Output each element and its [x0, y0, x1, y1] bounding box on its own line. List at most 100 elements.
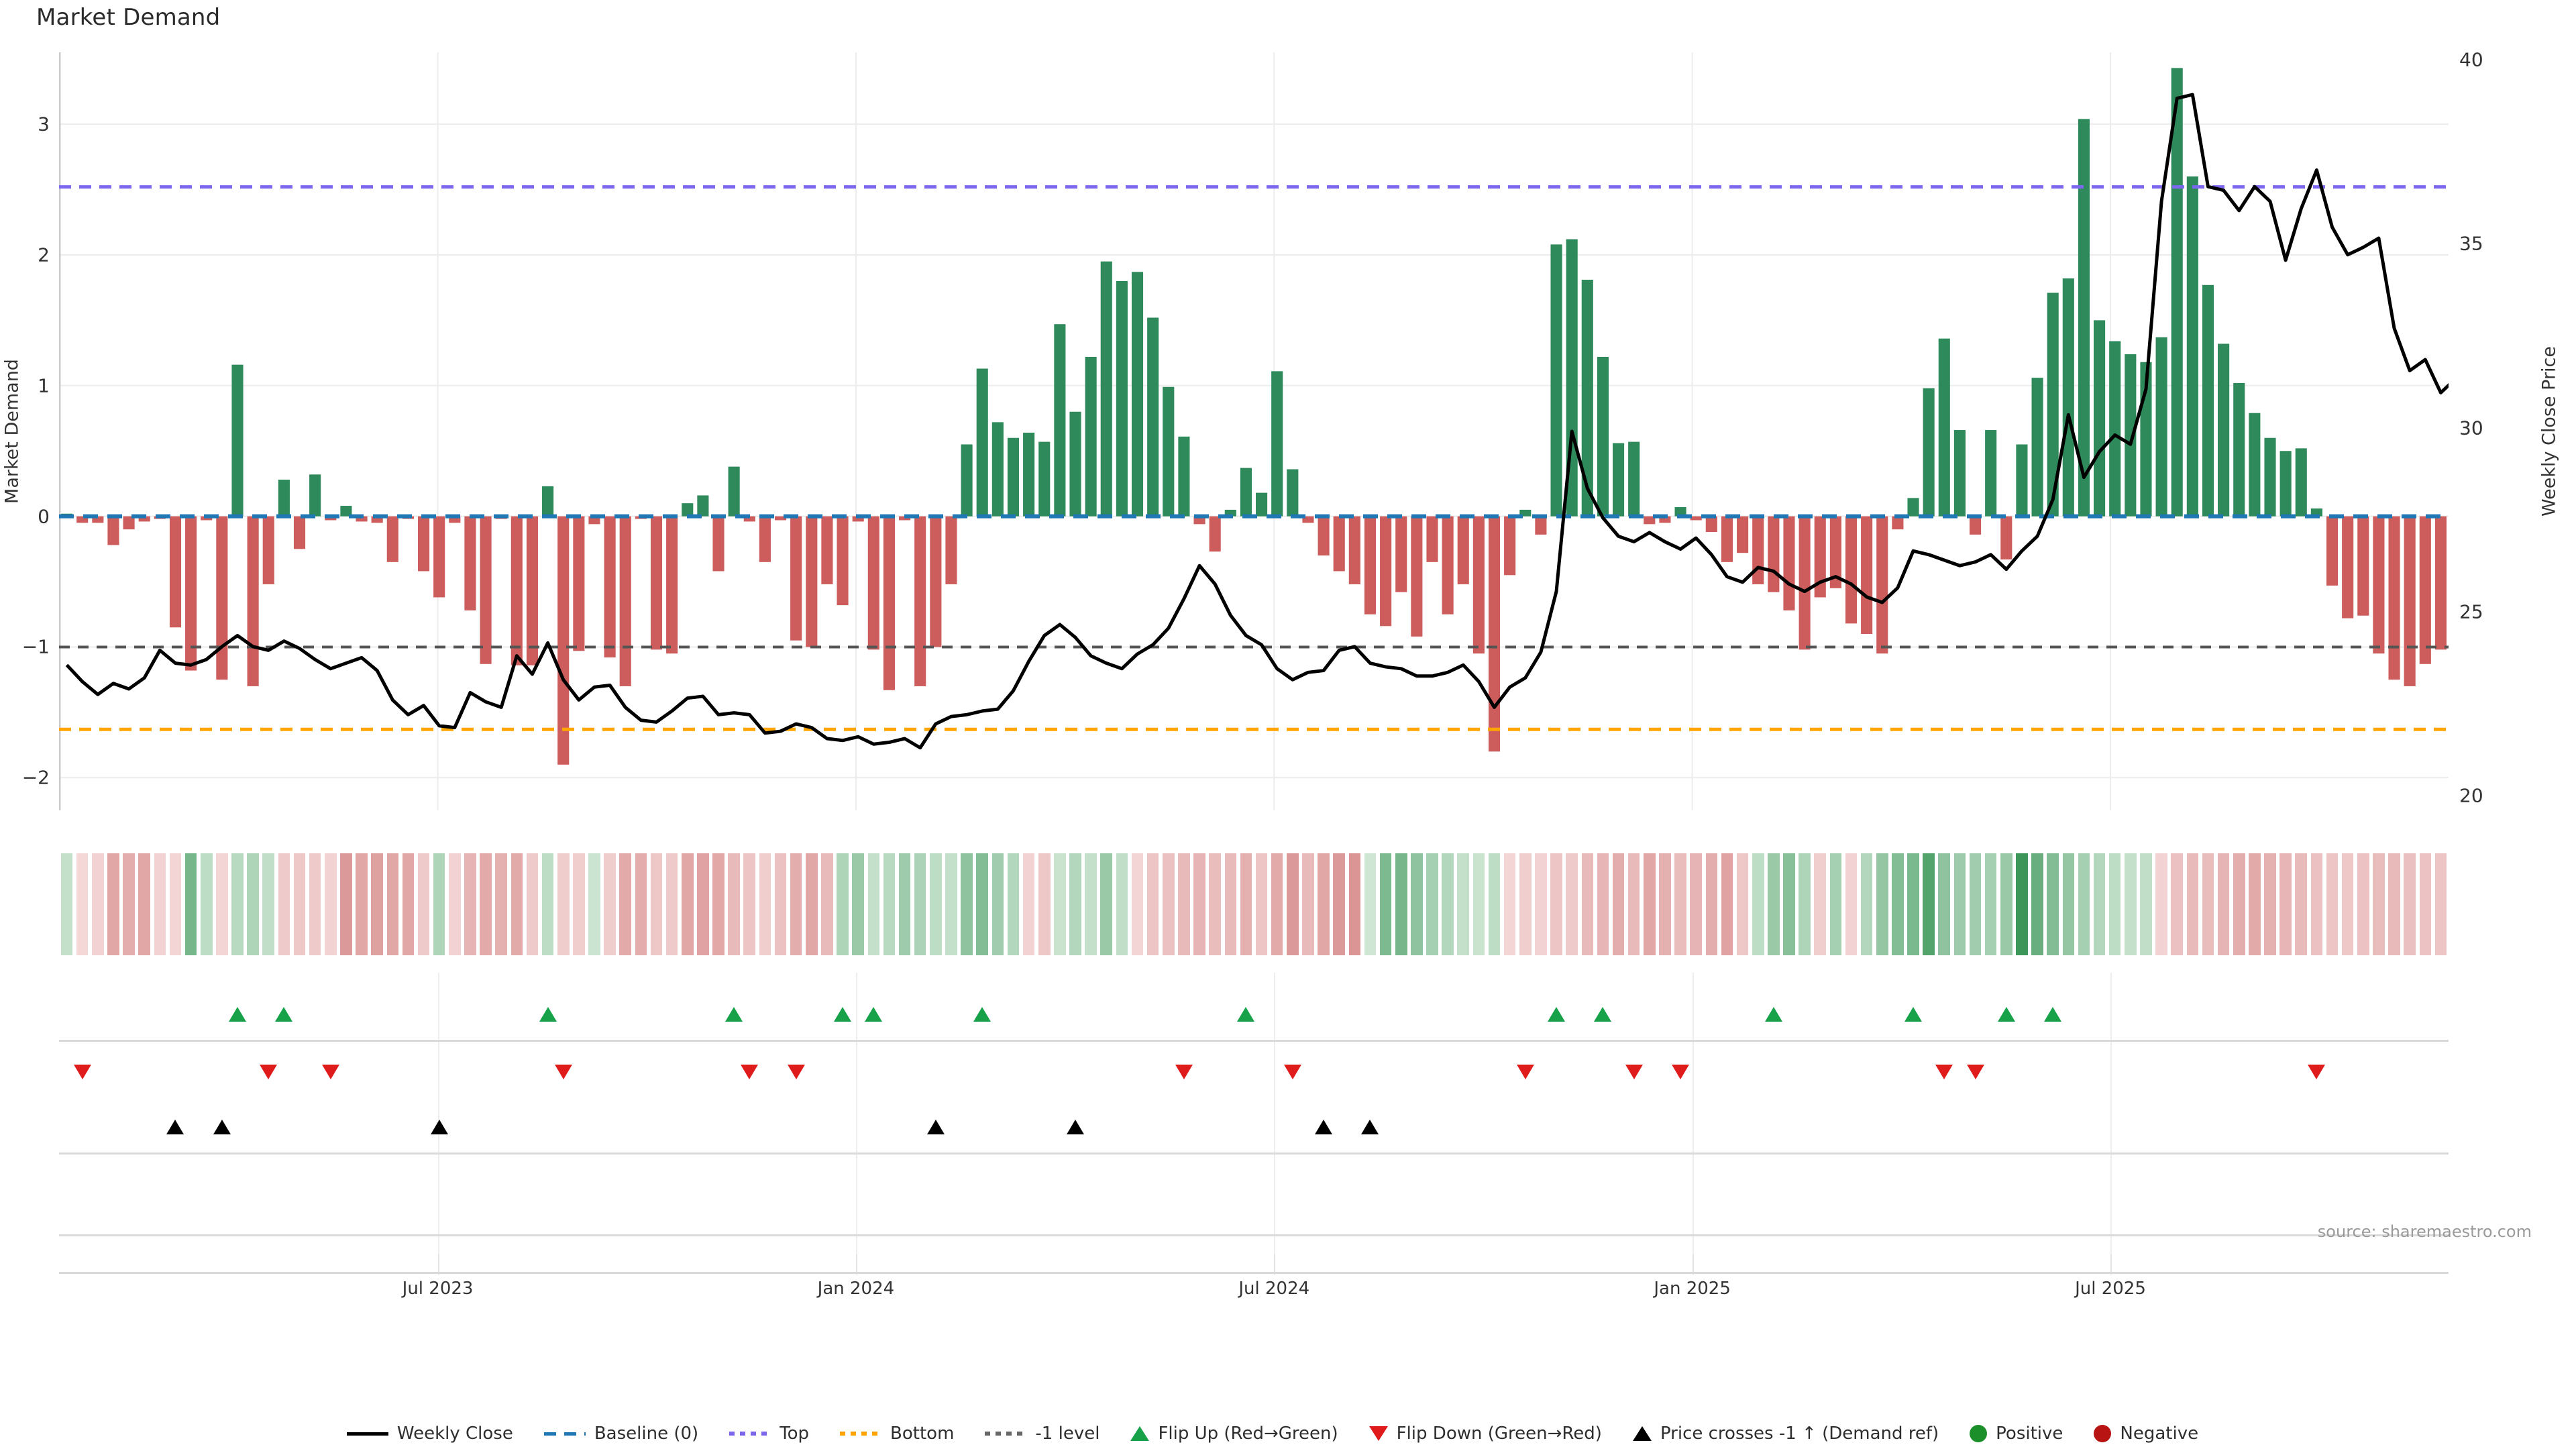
demand-bar — [1985, 430, 1997, 517]
demand-bar — [650, 516, 663, 650]
heatmap-cell — [1612, 853, 1625, 955]
heatmap-cell — [1240, 853, 1252, 955]
demand-bar — [1256, 492, 1268, 517]
legend-item-weekly-close[interactable]: Weekly Close — [346, 1424, 513, 1444]
legend-item-flip-up[interactable]: Flip Up (Red→Green) — [1130, 1424, 1338, 1444]
heatmap-cell — [92, 853, 104, 955]
demand-bar — [2155, 337, 2167, 517]
legend-item-flip-down[interactable]: Flip Down (Green→Red) — [1368, 1424, 1602, 1444]
demand-bar — [1644, 516, 1656, 525]
page-title: Market Demand — [36, 4, 221, 31]
demand-bar — [1193, 516, 1205, 525]
demand-bar — [2031, 378, 2043, 517]
demand-bar — [1348, 516, 1360, 584]
heatmap-cell — [2249, 853, 2261, 955]
price-cross-marker — [1067, 1120, 1084, 1134]
demand-bar — [790, 516, 802, 641]
demand-bar — [1209, 516, 1221, 552]
heatmap-cell — [2217, 853, 2230, 955]
heatmap-cell — [588, 853, 600, 955]
heatmap-cell — [2233, 853, 2245, 955]
heatmap-cell — [681, 853, 694, 955]
panel-vertical-separator — [437, 973, 439, 1120]
legend-item-minus-one[interactable]: -1 level — [985, 1424, 1099, 1444]
legend-item-baseline[interactable]: Baseline (0) — [543, 1424, 698, 1444]
demand-bar — [1612, 443, 1625, 517]
price-cross-markers-panel — [59, 1087, 2449, 1254]
demand-bar — [1923, 388, 1935, 517]
dotted-line-icon — [840, 1432, 882, 1436]
flip-up-marker — [1237, 1007, 1255, 1022]
demand-bar — [1504, 516, 1516, 576]
flip-up-marker — [2044, 1007, 2062, 1022]
heatmap-cell — [2171, 853, 2184, 955]
cross-row-divider-lower — [59, 1234, 2449, 1236]
demand-bar — [1131, 272, 1144, 517]
heatmap-cell — [449, 853, 461, 955]
heatmap-cell — [1255, 853, 1268, 955]
heatmap-cell — [1379, 853, 1392, 955]
heatmap-cell — [1442, 853, 1454, 955]
demand-bar — [107, 516, 119, 545]
heatmap-cell — [216, 853, 228, 955]
heatmap-cell — [2310, 853, 2323, 955]
heatmap-cell — [1085, 853, 1097, 955]
demand-bar — [309, 474, 321, 517]
flip-row-divider — [59, 1040, 2449, 1042]
heatmap-cell — [2125, 853, 2137, 955]
heatmap-cell — [2388, 853, 2400, 955]
heatmap-cell — [1705, 853, 1718, 955]
flip-down-marker — [1935, 1065, 1953, 1079]
y-tick-left: 0 — [38, 505, 50, 528]
demand-bar — [883, 516, 896, 690]
x-tick-label: Jul 2025 — [2075, 1279, 2146, 1299]
demand-bar — [2264, 437, 2276, 517]
circle-icon — [1970, 1425, 1988, 1442]
flip-down-marker — [1966, 1065, 1984, 1079]
demand-bar — [914, 516, 926, 686]
demand-bar — [852, 516, 864, 522]
heatmap-cell — [386, 853, 399, 955]
flip-down-marker — [1625, 1065, 1643, 1079]
demand-bar — [1163, 386, 1175, 517]
demand-bar — [774, 516, 787, 521]
flip-up-marker — [1764, 1007, 1782, 1022]
legend-item-positive[interactable]: Positive — [1970, 1424, 2063, 1444]
y-tick-left: 3 — [38, 113, 50, 136]
demand-bar — [262, 516, 274, 584]
demand-bar — [417, 516, 430, 572]
triangle-down-icon — [1368, 1426, 1388, 1441]
heatmap-cell — [417, 853, 430, 955]
heatmap-cell — [1038, 853, 1051, 955]
legend-item-bottom[interactable]: Bottom — [840, 1424, 954, 1444]
x-tick-label: Jan 2025 — [1654, 1279, 1731, 1299]
y-tick-left: 2 — [38, 244, 50, 266]
dotted-line-icon — [729, 1432, 771, 1436]
flip-up-marker — [1997, 1007, 2015, 1022]
demand-bar — [759, 516, 771, 562]
demand-bar — [2233, 382, 2245, 517]
heatmap-cell — [169, 853, 182, 955]
demand-bar — [1007, 437, 1020, 517]
demand-bar — [1628, 441, 1640, 517]
demand-bar — [976, 368, 988, 517]
legend-item-negative[interactable]: Negative — [2094, 1424, 2198, 1444]
legend-item-top[interactable]: Top — [729, 1424, 809, 1444]
demand-bar — [697, 495, 709, 517]
legend-item-price-cross[interactable]: Price crosses -1 ↑ (Demand ref) — [1632, 1424, 1939, 1444]
demand-bar — [2000, 516, 2012, 559]
heatmap-cell — [1519, 853, 1532, 955]
heatmap-cell — [1783, 853, 1795, 955]
heatmap-cell — [635, 853, 647, 955]
heatmap-cell — [1535, 853, 1547, 955]
heatmap-cell — [1581, 853, 1594, 955]
panel-vertical-separator — [1692, 1087, 1694, 1254]
demand-bar — [1271, 371, 1283, 517]
demand-bar — [1969, 516, 1982, 535]
price-cross-marker — [926, 1120, 945, 1134]
demand-bar — [1737, 516, 1749, 553]
heatmap-cell — [1597, 853, 1609, 955]
heatmap-cell — [1829, 853, 1842, 955]
heatmap-cell — [991, 853, 1004, 955]
chart-legend: Weekly Close Baseline (0) Top Bottom -1 leve… — [0, 1424, 2576, 1444]
